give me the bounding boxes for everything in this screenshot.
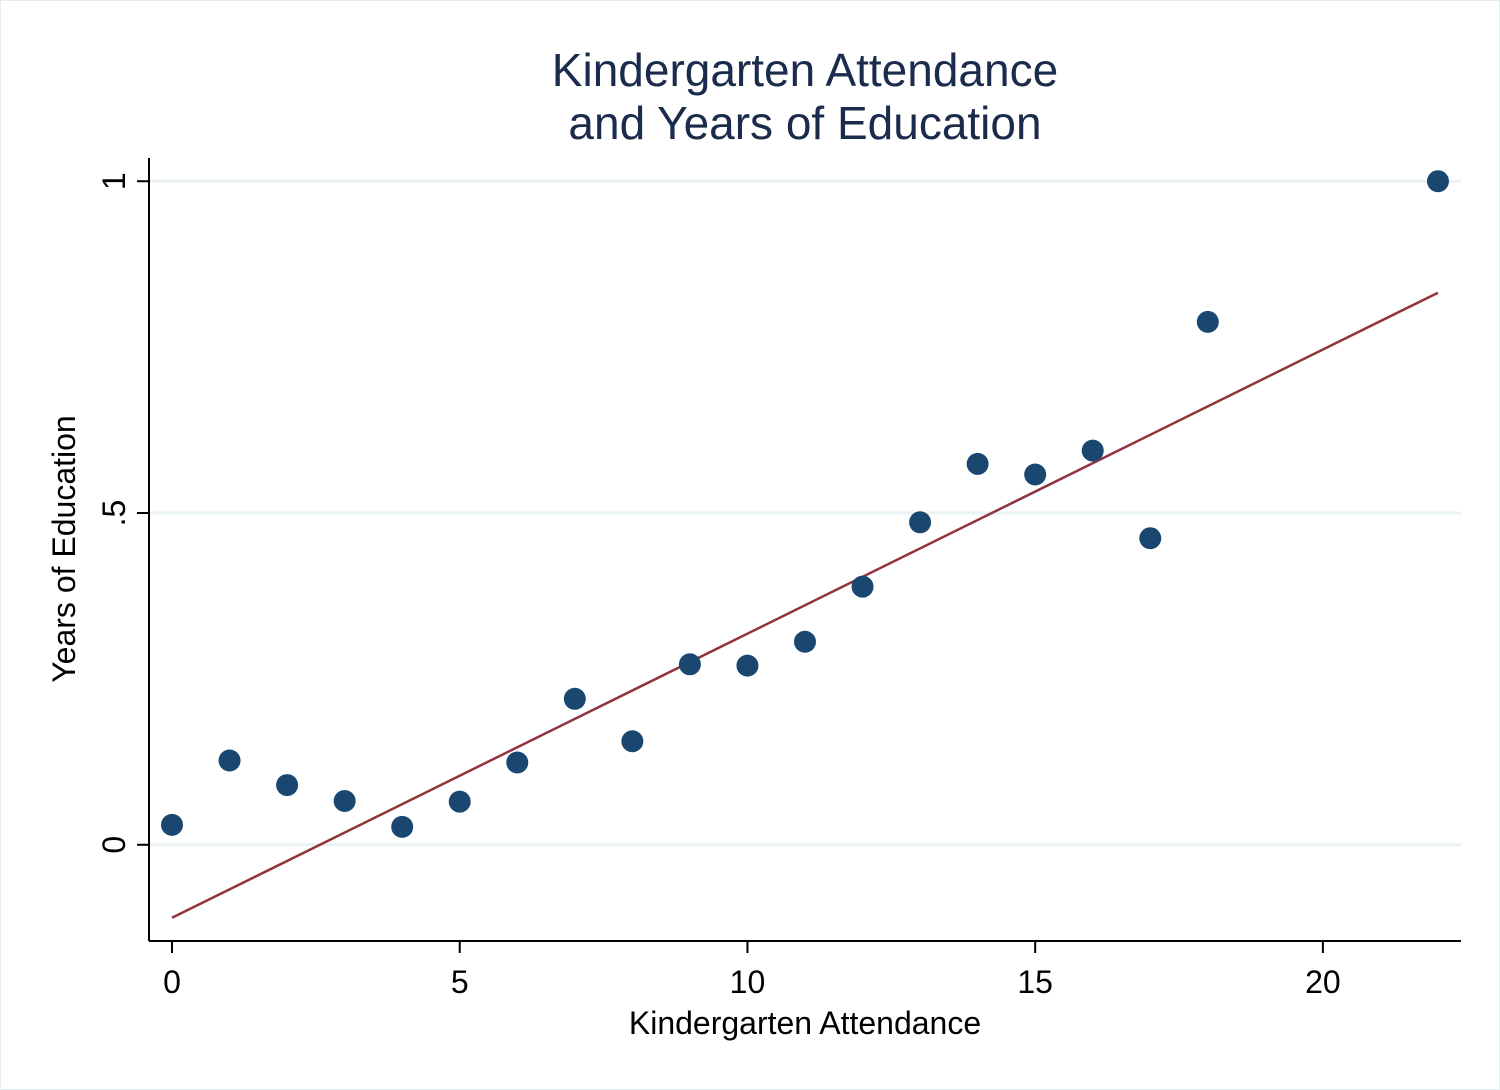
scatter-point [506,751,529,774]
y-axis-label: Years of Education [46,415,82,682]
fit-line-layer [171,291,1439,919]
x-axis-ticks: 0 5 10 15 20 [163,941,1341,1000]
x-tick-label: 5 [451,964,469,1000]
scatter-point [909,511,932,534]
scatter-point [1426,170,1449,193]
scatter-point [218,749,241,772]
y-tick-label: 0 [96,836,132,854]
x-axis-label: Kindergarten Attendance [629,1005,981,1041]
scatter-points [161,170,1449,838]
scatter-point [391,815,414,838]
scatter-point [448,790,471,813]
x-tick-label: 15 [1017,964,1053,1000]
scatter-point [333,789,356,812]
fitted-line [171,291,1439,919]
scatter-point [851,575,874,598]
gridlines [150,179,1461,847]
x-tick-label: 10 [730,964,766,1000]
scatter-point [1081,439,1104,462]
chart-title-line-2: and Years of Education [568,97,1041,149]
x-tick-label: 0 [163,964,181,1000]
scatter-point [678,653,701,676]
scatter-point [276,774,299,797]
y-tick-label: 1 [96,172,132,190]
chart-title-line-1: Kindergarten Attendance [552,44,1058,96]
scatter-point [563,687,586,710]
scatter-point [1139,527,1162,550]
scatter-point [621,730,644,753]
scatter-point [794,630,816,653]
scatter-point [1196,310,1219,333]
y-axis-ticks: 0.51 [96,172,149,854]
x-tick-label: 20 [1305,964,1341,1000]
y-tick-label: .5 [96,500,132,527]
scatter-point [1024,463,1047,486]
scatter-point [161,813,184,836]
scatter-point [736,654,759,677]
scatter-point [966,452,989,475]
